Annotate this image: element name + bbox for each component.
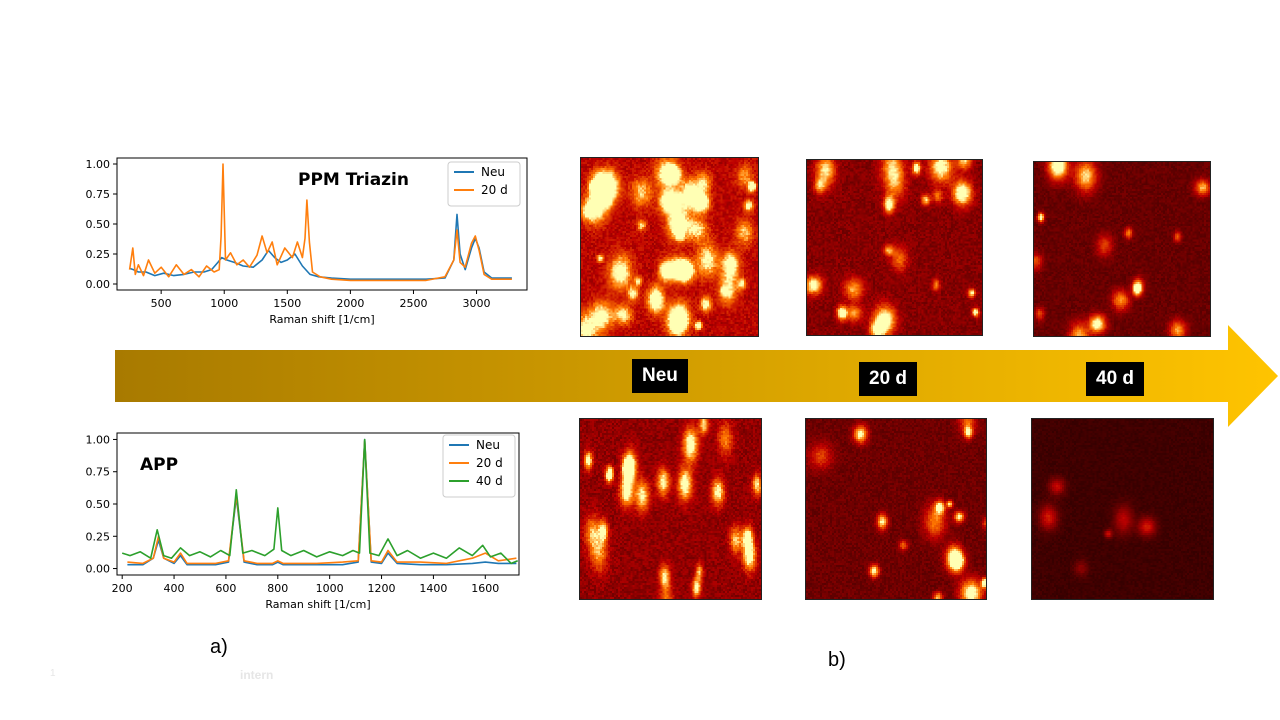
y-tick-label: 0.50 <box>86 218 111 231</box>
y-tick-label: 0.00 <box>86 563 111 576</box>
y-tick-label: 0.25 <box>86 530 111 543</box>
legend-label: Neu <box>481 165 505 179</box>
chart-title: PPM Triazin <box>298 170 409 190</box>
legend-label: 20 d <box>481 183 508 197</box>
y-tick-label: 0.25 <box>86 248 111 261</box>
x-tick-label: 1500 <box>273 297 301 310</box>
y-tick-label: 0.00 <box>86 278 111 291</box>
panel-label-b: b) <box>828 649 846 671</box>
x-tick-label: 1600 <box>471 582 499 595</box>
y-tick-label: 0.75 <box>86 466 111 479</box>
raman-map-app-20d <box>805 418 987 600</box>
raman-map-ppm-neu <box>580 157 759 337</box>
x-tick-label: 2500 <box>399 297 427 310</box>
x-tick-label: 200 <box>112 582 133 595</box>
y-tick-label: 1.00 <box>86 433 111 446</box>
time-arrow <box>115 325 1278 427</box>
legend-label: 20 d <box>476 456 503 470</box>
timeline-label-40d: 40 d <box>1086 362 1145 396</box>
chart-title: APP <box>140 455 178 475</box>
x-tick-label: 500 <box>151 297 172 310</box>
raman-map-app-40d <box>1031 418 1214 600</box>
classification-label: intern <box>240 668 274 682</box>
raman-map-ppm-20d <box>806 159 983 336</box>
x-tick-label: 2000 <box>336 297 364 310</box>
y-tick-label: 0.50 <box>86 498 111 511</box>
panel-label-a: a) <box>210 636 228 658</box>
series-line-40-d <box>121 438 518 565</box>
series-line-20-d <box>127 439 517 565</box>
timeline-label-neu: Neu <box>632 359 688 393</box>
x-tick-label: 800 <box>267 582 288 595</box>
series-line-neu <box>127 438 517 566</box>
legend-label: 40 d <box>476 474 503 488</box>
x-axis-label: Raman shift [1/cm] <box>269 313 374 326</box>
timeline-label-20d: 20 d <box>859 362 918 396</box>
x-axis-label: Raman shift [1/cm] <box>265 598 370 611</box>
legend-label: Neu <box>476 438 500 452</box>
chart-ppm-triazin: 500 1000 1500 2000 2500 3000 0.00 0.25 0.50 0.75 1… <box>86 157 528 326</box>
y-tick-label: 0.75 <box>86 188 111 201</box>
x-tick-label: 1000 <box>210 297 238 310</box>
y-tick-label: 1.00 <box>86 158 111 171</box>
raman-map-app-neu <box>579 418 762 600</box>
x-tick-label: 1200 <box>368 582 396 595</box>
page-number: 1 <box>50 668 56 679</box>
arrow-shape <box>115 325 1278 427</box>
chart-app: 200 400 600 800 1000 1200 1400 1600 0.00 0.25 0.50… <box>86 432 520 611</box>
x-tick-label: 1000 <box>316 582 344 595</box>
x-tick-label: 3000 <box>463 297 491 310</box>
x-tick-label: 600 <box>215 582 236 595</box>
series-line-20-d <box>128 163 512 282</box>
x-tick-label: 1400 <box>419 582 447 595</box>
raman-map-ppm-40d <box>1033 161 1211 337</box>
x-tick-label: 400 <box>164 582 185 595</box>
